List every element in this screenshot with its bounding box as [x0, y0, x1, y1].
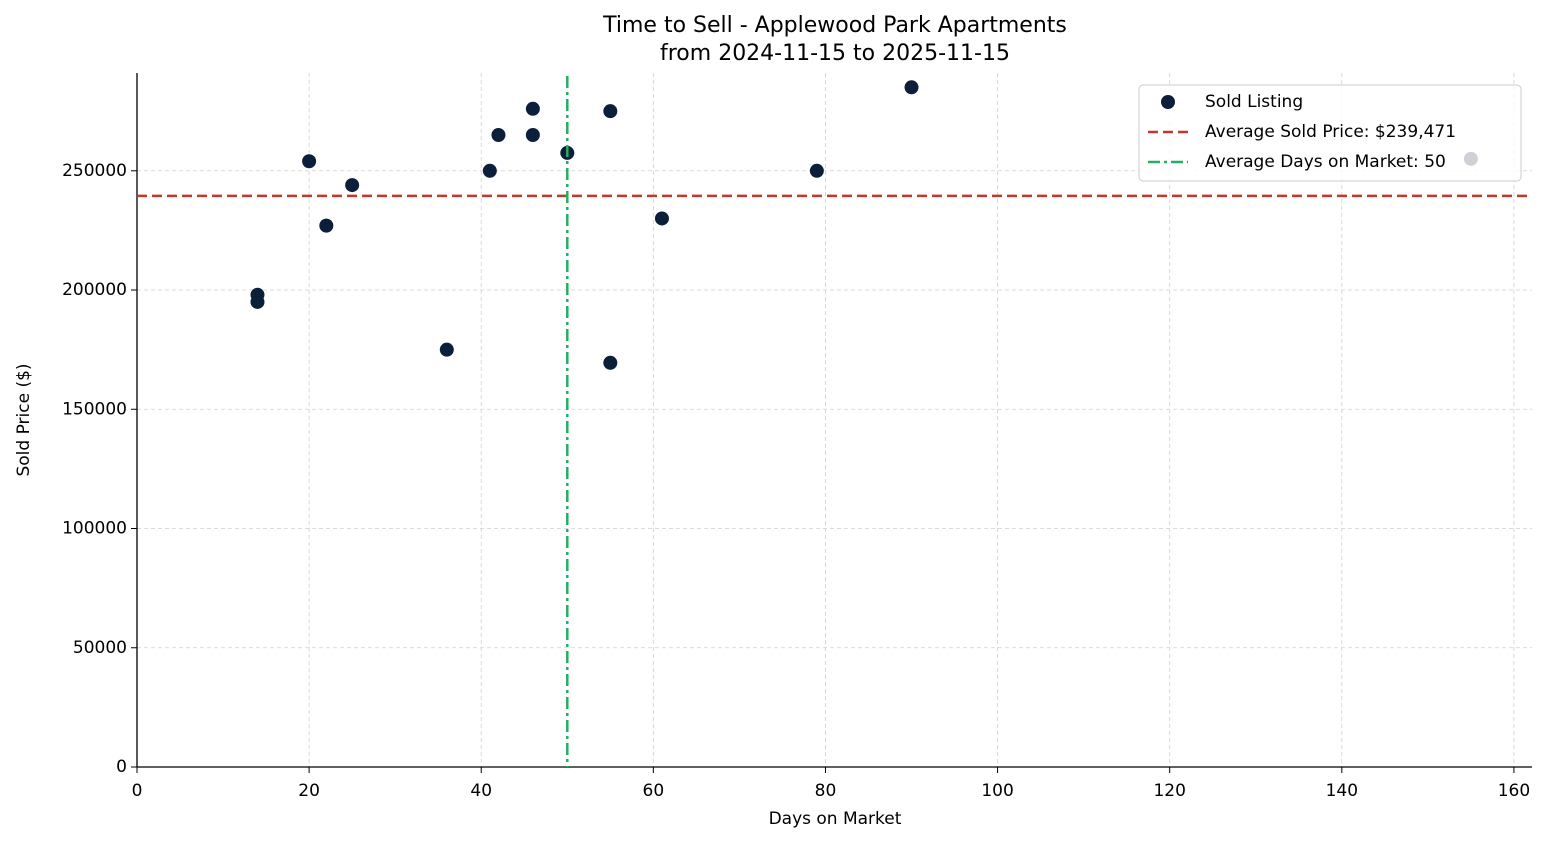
point — [654, 211, 669, 226]
x-tick-label: 120 — [1153, 781, 1185, 801]
legend-marker — [1161, 95, 1175, 109]
chart-title: Time to Sell - Applewood Park Apartments — [602, 13, 1067, 38]
y-tick-label: 100000 — [62, 519, 127, 539]
y-tick-label: 200000 — [62, 280, 127, 300]
point — [319, 218, 334, 233]
legend-box — [1138, 84, 1522, 182]
point — [302, 154, 317, 169]
x-tick-label: 60 — [643, 781, 665, 801]
legend-label: Sold Listing — [1205, 92, 1303, 112]
point — [439, 342, 454, 357]
x-tick-label: 160 — [1498, 781, 1530, 801]
x-tick-label: 140 — [1326, 781, 1358, 801]
point — [603, 355, 618, 370]
x-tick-label: 80 — [815, 781, 837, 801]
chart-subtitle: from 2024-11-15 to 2025-11-15 — [660, 41, 1010, 66]
point — [482, 163, 497, 178]
legend-label: Average Days on Market: 50 — [1205, 152, 1446, 172]
point — [904, 80, 919, 95]
x-axis-label: Days on Market — [769, 809, 902, 829]
y-axis-label: Sold Price ($) — [14, 363, 34, 476]
x-tick-label: 100 — [981, 781, 1013, 801]
y-tick-label: 50000 — [73, 638, 127, 658]
y-tick-label: 0 — [116, 757, 127, 777]
point — [250, 294, 265, 309]
x-tick-label: 40 — [470, 781, 492, 801]
y-tick-label: 150000 — [62, 399, 127, 419]
point — [491, 128, 506, 143]
point — [345, 178, 360, 193]
x-tick-label: 20 — [298, 781, 320, 801]
y-tick-label: 250000 — [62, 161, 127, 181]
point — [809, 163, 824, 178]
point — [525, 101, 540, 116]
point — [603, 104, 618, 119]
legend-label: Average Sold Price: $239,471 — [1205, 122, 1456, 142]
x-tick-label: 0 — [132, 781, 143, 801]
point — [525, 128, 540, 143]
